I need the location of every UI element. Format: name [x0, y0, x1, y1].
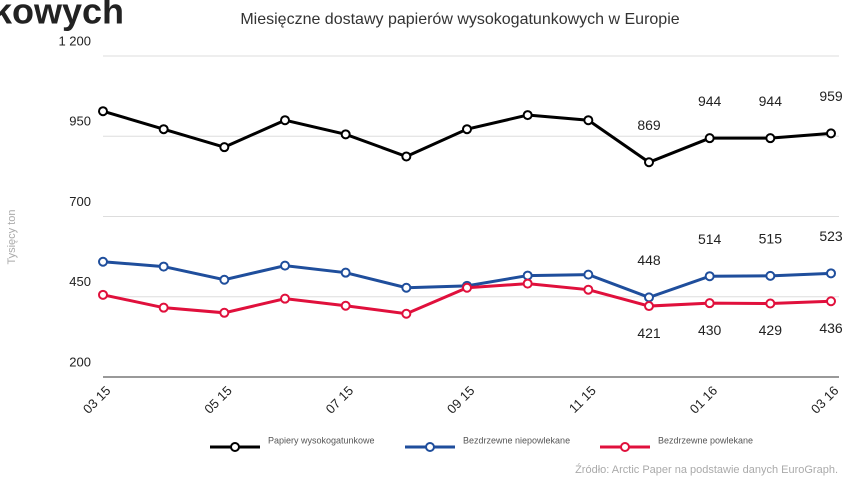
y-axis-label: Tysięcy ton — [6, 209, 18, 264]
legend-label: Bezdrzewne niepowlekane — [463, 435, 570, 445]
point — [462, 124, 472, 135]
x-tick-label: 01 16 — [687, 383, 721, 417]
point — [644, 157, 654, 168]
chart-title: Miesięczne dostawy papierów wysokogatunk… — [240, 11, 679, 28]
point — [462, 282, 472, 293]
data-label: 869 — [637, 117, 661, 133]
data-label: 448 — [637, 252, 661, 268]
data-label: 523 — [819, 228, 843, 244]
y-tick-label: 700 — [69, 194, 91, 209]
point — [704, 271, 715, 282]
point — [583, 269, 594, 280]
data-label: 430 — [698, 322, 722, 338]
x-tick-label: 05 15 — [201, 383, 235, 417]
data-label: 515 — [759, 231, 783, 247]
legend-label: Bezdrzewne powlekane — [658, 435, 753, 445]
x-tick-label: 09 15 — [444, 383, 478, 417]
point — [340, 300, 351, 311]
header-fragment: kowych — [0, 0, 124, 32]
point — [340, 129, 351, 140]
point — [401, 282, 412, 293]
data-label: 944 — [698, 93, 722, 109]
data-label: 429 — [759, 322, 783, 338]
source: Źródło: Arctic Paper na podstawie danych… — [575, 463, 838, 476]
point — [98, 256, 108, 267]
y-tick-label: 1 200 — [58, 33, 91, 48]
point — [765, 298, 776, 309]
data-label: 514 — [698, 231, 722, 247]
point — [340, 267, 351, 278]
point — [219, 142, 230, 153]
point — [704, 133, 715, 144]
y-tick-label: 450 — [69, 274, 91, 289]
point — [583, 284, 594, 295]
point — [158, 261, 169, 272]
point — [765, 270, 776, 281]
point — [826, 268, 836, 279]
data-label: 436 — [819, 320, 843, 336]
data-label: 421 — [637, 325, 661, 341]
point — [98, 106, 108, 117]
point — [704, 298, 715, 309]
y-tick-label: 200 — [69, 354, 91, 369]
y-tick-label: 950 — [69, 114, 91, 129]
point — [765, 133, 776, 144]
point — [280, 115, 290, 126]
point — [583, 115, 594, 126]
x-tick-label: 03 16 — [808, 383, 842, 417]
point — [280, 293, 290, 304]
x-tick-label: 03 15 — [80, 383, 114, 417]
point — [158, 302, 169, 313]
point — [280, 260, 290, 271]
x-tick-label: 07 15 — [323, 383, 357, 417]
point — [522, 278, 533, 289]
legend-label: Papiery wysokogatunkowe — [268, 435, 375, 445]
point — [644, 301, 654, 312]
point — [219, 307, 230, 318]
legend-marker — [620, 442, 630, 452]
point — [401, 151, 412, 162]
point — [826, 296, 836, 307]
point — [219, 274, 230, 285]
point — [522, 110, 533, 121]
data-label: 959 — [819, 88, 843, 104]
legend-marker — [425, 442, 435, 452]
point — [401, 308, 412, 319]
point — [522, 270, 533, 281]
point — [644, 292, 654, 303]
point — [98, 289, 108, 300]
point — [158, 124, 169, 135]
legend-marker — [230, 442, 240, 452]
x-tick-label: 11 15 — [566, 383, 599, 416]
data-label: 944 — [759, 93, 783, 109]
point — [826, 128, 836, 139]
